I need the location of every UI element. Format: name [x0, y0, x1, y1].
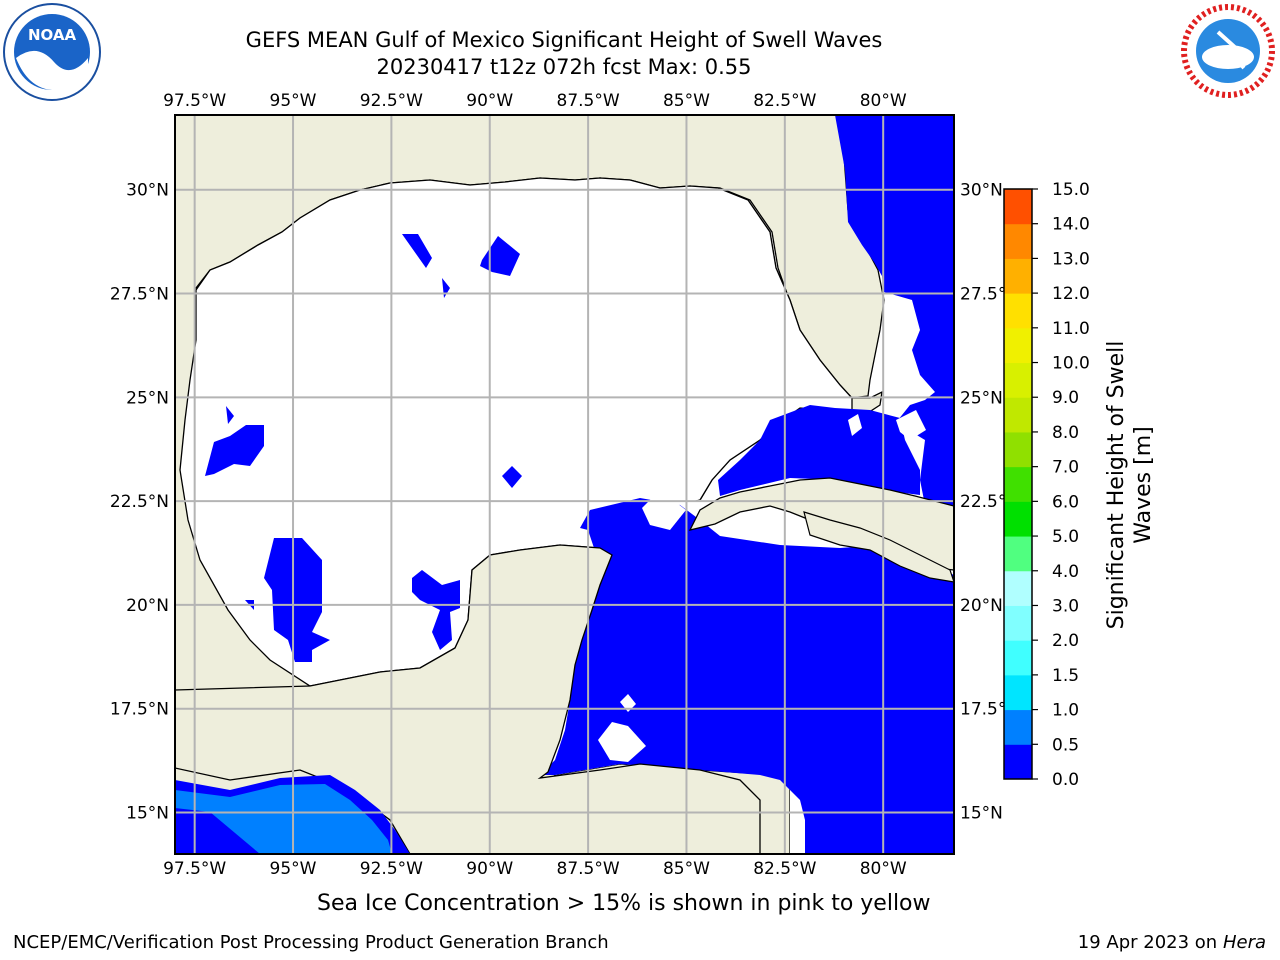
lon-tick-label-top: 87.5°W [557, 91, 620, 111]
colorbar-tick-label: 5.0 [1052, 527, 1079, 547]
footer-date: 19 Apr 2023 on Hera [1078, 932, 1266, 953]
colorbar-tick-label: 8.0 [1052, 423, 1079, 443]
lon-tick-label-top: 92.5°W [360, 91, 423, 111]
nws-logo [1178, 2, 1278, 100]
noaa-logo-text: NOAA [28, 26, 77, 44]
lat-tick-label-left: 22.5°N [110, 492, 169, 512]
lat-tick-label-right: 27.5° [960, 285, 1006, 305]
colorbar-tick-label: 4.0 [1052, 562, 1079, 582]
noaa-logo: NOAA [2, 2, 102, 102]
chart-title: GEFS MEAN Gulf of Mexico Significant Hei… [245, 28, 883, 52]
lon-tick-label-top: 85°W [663, 91, 710, 111]
lat-tick-label-left: 27.5°N [110, 285, 169, 305]
lon-tick-label-top: 82.5°W [753, 91, 816, 111]
lon-tick-label-top: 97.5°W [163, 91, 226, 111]
colorbar-swatch [1004, 189, 1032, 225]
colorbar-tick-label: 1.5 [1052, 666, 1079, 686]
colorbar-tick-label: 7.0 [1052, 458, 1079, 478]
colorbar-swatch [1004, 674, 1032, 711]
lat-tick-label-left: 25°N [126, 388, 169, 408]
lon-tick-label-bottom: 90°W [466, 859, 513, 879]
lon-tick-label-bottom: 97.5°W [163, 859, 226, 879]
colorbar-tick-label: 12.0 [1052, 284, 1090, 304]
gulf-basin [179, 177, 853, 687]
map-frame [174, 114, 955, 855]
lat-tick-label-left: 15°N [126, 803, 169, 823]
colorbar-swatch [1004, 362, 1032, 398]
colorbar-swatch [1004, 466, 1032, 502]
lon-tick-label-bottom: 80°W [860, 859, 907, 879]
colorbar-label-line2: Waves [m] [1131, 426, 1156, 543]
lat-lon-grid [175, 115, 954, 854]
colorbar-swatch [1004, 501, 1032, 537]
colorbar-swatch [1004, 536, 1032, 572]
chart-subtitle: 20230417 t12z 072h fcst Max: 0.55 [376, 55, 752, 79]
colorbar-tick-label: 11.0 [1052, 319, 1090, 339]
lat-tick-label-right: 22.5° [960, 492, 1006, 512]
lon-tick-label-bottom: 92.5°W [360, 859, 423, 879]
lon-tick-label-bottom: 95°W [270, 859, 317, 879]
footer-date-text: 19 Apr 2023 on [1077, 932, 1223, 953]
lat-tick-label-left: 17.5°N [110, 700, 169, 720]
colorbar-tick-label: 6.0 [1052, 492, 1079, 512]
lon-tick-label-top: 90°W [466, 91, 513, 111]
colorbar-tick-label: 2.0 [1052, 631, 1079, 651]
colorbar-tick-label: 10.0 [1052, 354, 1090, 374]
lon-tick-label-top: 80°W [860, 91, 907, 111]
lat-tick-label-right: 20°N [960, 596, 1003, 616]
colorbar-swatch [1004, 258, 1032, 294]
colorbar-tick-label: 1.0 [1052, 701, 1079, 721]
tick-labels: 97.5°W 97.5°W 95°W 95°W 92.5°W 92.5°W 90°W 90°W… [110, 91, 1006, 879]
colorbar-tick-label: 3.0 [1052, 596, 1079, 616]
colorbar-label-line1: Significant Height of Swell [1104, 341, 1129, 630]
colorbar-tick-label: 14.0 [1052, 215, 1090, 235]
colorbar-tick-label: 9.0 [1052, 388, 1079, 408]
lat-tick-label-right: 25°N [960, 388, 1003, 408]
colorbar-swatch [1004, 570, 1032, 606]
small-white-holes [598, 410, 926, 762]
pacific-swell-0.5-to-1m [175, 784, 392, 854]
colorbar-frame [1003, 188, 1033, 780]
lat-tick-label-left: 20°N [126, 596, 169, 616]
colorbar-swatch [1004, 223, 1032, 259]
colorbar-swatch [1004, 397, 1032, 433]
lat-tick-label-right: 17.5° [960, 700, 1006, 720]
colorbar-swatch [1004, 709, 1032, 745]
lat-tick-label-right: 15°N [960, 803, 1003, 823]
cuba-south-land [803, 511, 954, 583]
colorbar-tick-label: 13.0 [1052, 249, 1090, 269]
colorbar-swatch [1004, 327, 1032, 364]
colorbar-swatch [1004, 744, 1032, 780]
colorbar-tick-label: 0.5 [1052, 735, 1079, 755]
colorbar-swatch [1004, 640, 1032, 676]
lon-tick-label-bottom: 82.5°W [753, 859, 816, 879]
lon-tick-label-bottom: 87.5°W [557, 859, 620, 879]
footer-host: Hera [1222, 932, 1266, 953]
colorbar: 15.0 14.0 13.0 12.0 11.0 10.0 9.0 8.0 7.0 6.0 5.0 4… [1003, 180, 1090, 790]
sea-ice-caption: Sea Ice Concentration > 15% is shown in … [317, 891, 931, 916]
lon-tick-label-top: 95°W [270, 91, 317, 111]
lat-tick-label-left: 30°N [126, 181, 169, 201]
lat-tick-label-right: 30°N [960, 181, 1003, 201]
footer-org: NCEP/EMC/Verification Post Processing Pr… [13, 932, 609, 953]
colorbar-swatch [1004, 605, 1032, 641]
colorbar-tick-label: 15.0 [1052, 180, 1090, 200]
lon-tick-label-bottom: 85°W [663, 859, 710, 879]
colorbar-tick-label: 0.0 [1052, 770, 1079, 790]
colorbar-swatch [1004, 293, 1032, 329]
colorbar-swatch [1004, 431, 1032, 468]
